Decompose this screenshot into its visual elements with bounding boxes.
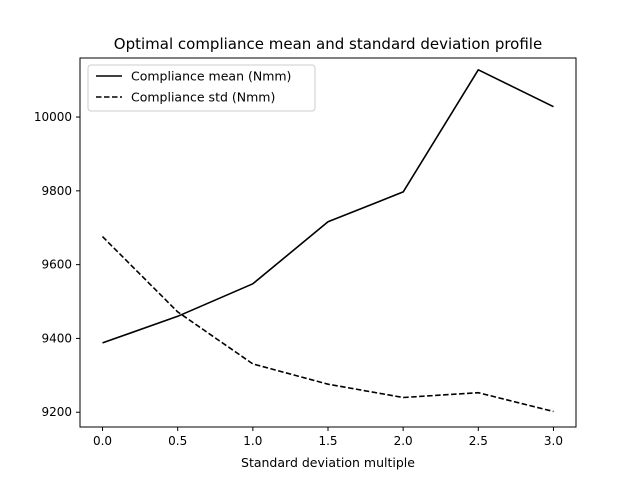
y-tick-label: 9200 xyxy=(41,405,72,419)
x-tick-label: 3.0 xyxy=(544,434,563,448)
series-line-compliance-std xyxy=(101,236,554,413)
y-tick-label: 9400 xyxy=(41,331,72,345)
x-tick-label: 2.0 xyxy=(394,434,413,448)
x-tick-label: 0.5 xyxy=(168,434,187,448)
x-tick-label: 1.5 xyxy=(318,434,337,448)
legend: Compliance mean (Nmm) Compliance std (Nmm… xyxy=(87,64,316,112)
y-tick-label: 9600 xyxy=(41,258,72,272)
x-axis-label: Standard deviation multiple xyxy=(241,455,415,470)
legend-box xyxy=(87,64,316,112)
x-axis-ticks: 0.0 0.5 1.0 1.5 2.0 2.5 3.0 xyxy=(93,427,563,448)
chart-title: Optimal compliance mean and standard dev… xyxy=(114,35,542,53)
x-tick-label: 0.0 xyxy=(93,434,112,448)
x-tick-label: 2.5 xyxy=(469,434,488,448)
plot-frame xyxy=(79,57,577,428)
series-line-compliance-mean xyxy=(102,69,554,344)
x-tick-label: 1.0 xyxy=(243,434,262,448)
series-layer xyxy=(101,69,554,413)
legend-label: Compliance mean (Nmm) xyxy=(131,69,291,84)
y-tick-label: 9800 xyxy=(41,184,72,198)
y-tick-label: 10000 xyxy=(34,110,72,124)
y-axis-ticks: 9200 9400 9600 9800 10000 xyxy=(34,110,80,419)
legend-label: Compliance std (Nmm) xyxy=(131,90,275,105)
plot-area xyxy=(79,57,577,428)
